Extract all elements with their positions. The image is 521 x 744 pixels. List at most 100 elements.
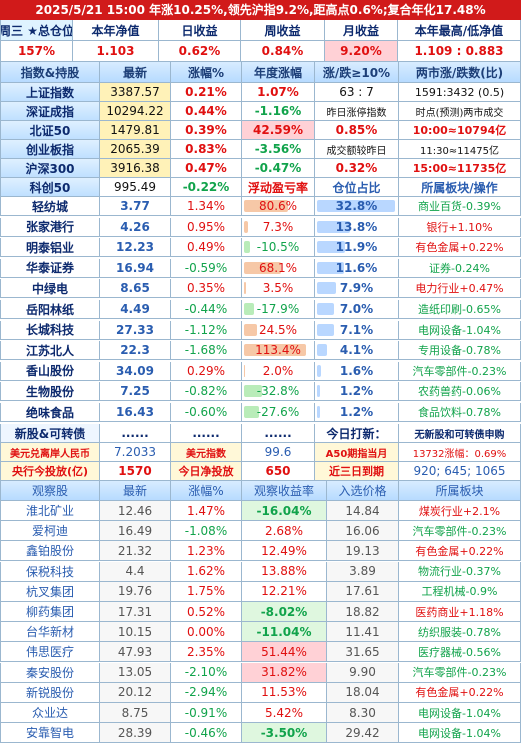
- float-pl-bar: 113.4%: [242, 341, 314, 359]
- watch-sector: 汽车零部件-0.23%: [399, 521, 521, 542]
- watch-row[interactable]: 秦安股份 13.05 -2.10% 31.82% 9.90 汽车零部件-0.23%: [0, 662, 521, 683]
- position-fill: [317, 385, 320, 398]
- stock-change: -1.12%: [171, 320, 242, 340]
- position-value: 1.2%: [339, 384, 374, 399]
- watch-row[interactable]: 杭叉集团 19.76 1.75% 12.21% 17.61 工程机械-0.9%: [0, 581, 521, 602]
- watch-stock-name: 柳药集团: [0, 602, 100, 622]
- holding-row[interactable]: 张家港行 4.26 0.95% 7.3% 13.8% 银行+1.10%: [0, 217, 521, 237]
- watch-row[interactable]: 柳药集团 17.31 0.52% -8.02% 18.82 医药商业+1.18%: [0, 602, 521, 622]
- net-value: 1.103: [73, 41, 159, 62]
- watch-stock-name: 台华新材: [0, 622, 100, 643]
- watch-price: 4.4: [100, 561, 171, 582]
- float-pl-cell: 7.3%: [242, 217, 315, 237]
- watch-change: -0.46%: [171, 723, 242, 744]
- holding-row[interactable]: 中绿电 8.65 0.35% 3.5% 7.9% 电力行业+0.47%: [0, 279, 521, 299]
- stock-sector: 有色金属+0.22%: [399, 238, 521, 258]
- net-injection-label: 今日净投放: [171, 462, 242, 481]
- stock-name: 轻纺城: [0, 197, 100, 216]
- watch-stock-name: 安靠智电: [0, 723, 100, 744]
- watch-col-header: 入选价格: [327, 481, 399, 501]
- holding-row[interactable]: 江苏北人 22.3 -1.68% 113.4% 4.1% 专用设备-0.78%: [0, 341, 521, 361]
- watch-row[interactable]: 新锐股份 20.12 -2.94% 11.53% 18.04 有色金属+0.22%: [0, 682, 521, 703]
- watch-row[interactable]: 保税科技 4.4 1.62% 13.88% 3.89 物流行业-0.37%: [0, 561, 521, 582]
- float-pl-cell: 24.5%: [242, 320, 315, 340]
- stock-sector: 造纸印刷-0.65%: [399, 300, 521, 319]
- float-pl-fill: [244, 282, 246, 295]
- watch-col-header: 观察股: [0, 481, 100, 501]
- stock-name: 华泰证券: [0, 258, 100, 278]
- index-row: 深证成指 10294.22 0.44% -1.16% 昨日涨停指数 时点(预测)两市成交: [0, 102, 521, 121]
- watch-sector: 物流行业-0.37%: [399, 561, 521, 582]
- cb-value: 1570: [100, 462, 171, 481]
- watch-row[interactable]: 伟思医疗 47.93 2.35% 51.44% 31.65 医疗器械-0.56%: [0, 642, 521, 663]
- float-pl-value: 24.5%: [258, 322, 298, 337]
- position-value: 1.6%: [339, 363, 374, 378]
- summary-values-row: 157% 1.103 0.62% 0.84% 9.20% 1.109 : 0.8…: [0, 41, 521, 62]
- index-row: 创业板指 2065.39 0.83% -3.56% 成交额较昨日 11:30≈11475亿: [0, 140, 521, 159]
- watch-entry-price: 8.30: [327, 703, 399, 723]
- stock-change: -0.82%: [171, 382, 242, 402]
- index-change: 0.47%: [171, 159, 242, 178]
- watch-return: 51.44%: [242, 642, 327, 663]
- holding-row[interactable]: 轻纺城 3.77 1.34% 80.6% 32.8% 商业百货-0.39%: [0, 197, 521, 216]
- watch-col-header: 最新: [100, 481, 171, 501]
- watch-price: 12.46: [100, 501, 171, 521]
- holding-row[interactable]: 华泰证券 16.94 -0.59% 68.1% 11.6% 证券-0.24%: [0, 258, 521, 278]
- watch-change: 0.00%: [171, 622, 242, 643]
- weekly-return: 0.84%: [241, 41, 325, 62]
- stock-change: -1.68%: [171, 341, 242, 361]
- watch-row[interactable]: 安靠智电 28.39 -0.46% -3.50% 29.42 电网设备-1.04%: [0, 723, 521, 744]
- stock-change: -0.59%: [171, 258, 242, 278]
- fx-value: 7.2033: [100, 443, 171, 462]
- watch-price: 28.39: [100, 723, 171, 744]
- position-share-header: 仓位占比: [315, 178, 399, 197]
- holding-row[interactable]: 明泰铝业 12.23 0.49% -10.5% 11.9% 有色金属+0.22%: [0, 238, 521, 258]
- watch-entry-price: 9.90: [327, 662, 399, 683]
- position-value: 11.9%: [335, 240, 378, 255]
- col-header: 两市涨/跌数(比): [399, 62, 521, 83]
- position-value: 32.8%: [335, 199, 378, 213]
- watch-row[interactable]: 爱柯迪 16.49 -1.08% 2.68% 16.06 汽车零部件-0.23%: [0, 521, 521, 542]
- position-bar: 11.9%: [315, 238, 398, 256]
- watch-sector: 工程机械-0.9%: [399, 581, 521, 602]
- holding-row[interactable]: 长城科技 27.33 -1.12% 24.5% 7.1% 电网设备-1.04%: [0, 320, 521, 340]
- holding-row[interactable]: 岳阳林纸 4.49 -0.44% -17.9% 7.0% 造纸印刷-0.65%: [0, 300, 521, 319]
- watch-row[interactable]: 众业达 8.75 -0.91% 5.42% 8.30 电网设备-1.04%: [0, 703, 521, 723]
- float-pl-fill: [244, 261, 282, 274]
- position-fill: [317, 323, 334, 336]
- watch-entry-price: 18.82: [327, 602, 399, 622]
- stock-change: 0.95%: [171, 217, 242, 237]
- summary-label: 周收益: [241, 20, 325, 41]
- summary-labels-row: 周三 ★总仓位 本年净值 日收益 周收益 月收益 本年最高/低净值: [0, 20, 521, 41]
- holding-row[interactable]: 绝味食品 16.43 -0.60% -27.6% 1.2% 食品饮料-0.78%: [0, 403, 521, 422]
- watch-row[interactable]: 鑫铂股份 21.32 1.23% 12.49% 19.13 有色金属+0.22%: [0, 541, 521, 562]
- float-pl-fill: [244, 220, 248, 233]
- index-row: 沪深300 3916.38 0.47% -0.47% 0.32% 15:00≈11735亿: [0, 159, 521, 178]
- float-pl-bar: -17.9%: [242, 300, 314, 318]
- watch-sector: 纺织服装-0.78%: [399, 622, 521, 643]
- position-fill: [317, 220, 350, 233]
- market-stat: 11:30≈11475亿: [399, 140, 521, 159]
- stock-price: 12.23: [100, 238, 171, 258]
- watch-stock-name: 新锐股份: [0, 682, 100, 703]
- float-pl-fill: [244, 303, 254, 315]
- index-name: 深证成指: [0, 102, 100, 121]
- index-name: 科创50: [0, 178, 100, 197]
- watch-row[interactable]: 台华新材 10.15 0.00% -11.04% 11.41 纺织服装-0.78%: [0, 622, 521, 643]
- daily-return: 0.62%: [159, 41, 241, 62]
- float-pl-fill: [244, 385, 263, 398]
- market-stat: 昨日涨停指数: [315, 102, 399, 121]
- watch-sector: 有色金属+0.22%: [399, 541, 521, 562]
- stock-change: 0.35%: [171, 279, 242, 299]
- watch-stock-name: 众业达: [0, 703, 100, 723]
- watch-row[interactable]: 淮北矿业 12.46 1.47% -16.04% 14.84 煤炭行业+2.1%: [0, 501, 521, 521]
- stock-name: 江苏北人: [0, 341, 100, 361]
- watch-price: 47.93: [100, 642, 171, 663]
- watch-sector: 汽车零部件-0.23%: [399, 662, 521, 683]
- float-pl-bar: 68.1%: [242, 259, 314, 277]
- usd-index-value: 99.6: [242, 443, 315, 462]
- holding-row[interactable]: 生物股份 7.25 -0.82% -32.8% 1.2% 农药兽药-0.06%: [0, 382, 521, 402]
- index-price: 995.49: [100, 178, 171, 197]
- holding-row[interactable]: 香山股份 34.09 0.29% 2.0% 1.6% 汽车零部件-0.23%: [0, 361, 521, 381]
- index-change: 0.39%: [171, 121, 242, 140]
